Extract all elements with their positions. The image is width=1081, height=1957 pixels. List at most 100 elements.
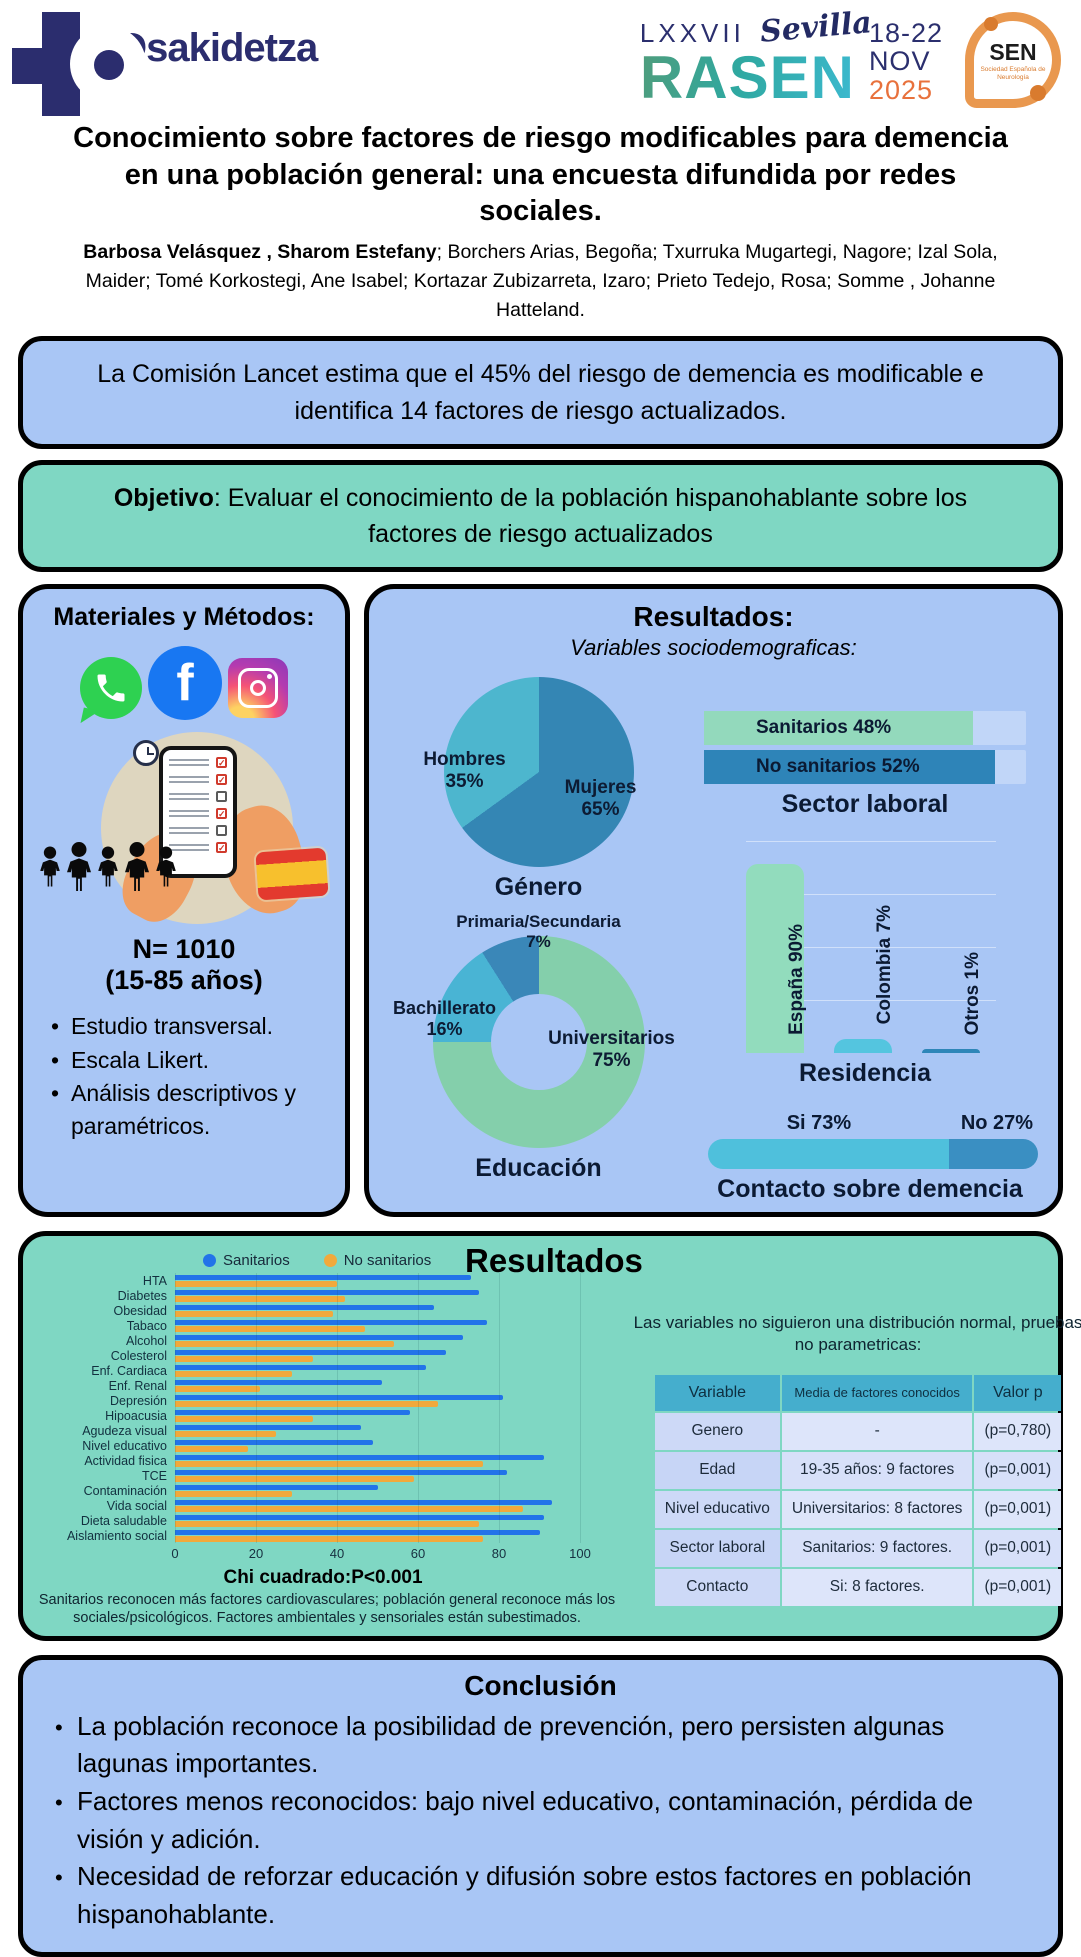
data-bar (175, 1476, 414, 1483)
poster-title: Conocimiento sobre factores de riesgo mo… (73, 122, 1008, 228)
rasen-congress-logo: LXXVII RASEN Sevilla 18-22 NOV 2025 (639, 5, 943, 111)
nonparametric-note: Las variables no siguieron una distribuc… (633, 1313, 1081, 1355)
chart-x-axis: 0 20 40 60 80 100 (171, 1543, 590, 1563)
axis-tick-label: 60 (410, 1546, 426, 1562)
category-label: Depresión (110, 1393, 167, 1408)
data-bar (175, 1356, 313, 1363)
data-bar (175, 1394, 504, 1401)
category-label: Actividad fisica (84, 1453, 167, 1468)
data-bar (175, 1341, 394, 1348)
conclusion-bullet: Necesidad de reforzar educación y difusi… (49, 1858, 1032, 1933)
axis-tick-label: 80 (491, 1546, 507, 1562)
contact-segment (708, 1139, 949, 1170)
instagram-icon (228, 658, 288, 719)
residence-bar-label: Otros 1% (962, 951, 983, 1036)
education-donut-chart: Primaria/Secundaria 7% Bachillerato 16% Un… (393, 912, 679, 1183)
gender-pie-chart: Hombres 35% Mujeres 65% Género (404, 677, 674, 902)
table-cell: - (781, 1412, 973, 1450)
table-row: Nivel educativo Universitarios: 8 factore… (654, 1490, 1062, 1528)
chart-legend: Sanitarios No sanitarios (203, 1252, 610, 1269)
chart-row: Depresión (35, 1393, 610, 1408)
donut-label-universitarios: Universitarios 75% (548, 1028, 675, 1072)
people-group-icon (37, 842, 179, 892)
residence-bar-column: Colombia 7% (834, 841, 895, 1054)
table-cell: Sector laboral (654, 1529, 780, 1567)
sector-bar: No sanitarios 52% (704, 750, 996, 785)
axis-tick-label: 0 (171, 1546, 179, 1562)
residence-bar-label: Colombia 7% (874, 905, 895, 1025)
category-label: Alcohol (126, 1333, 167, 1348)
data-bar (175, 1326, 366, 1333)
chart-row: Obesidad (35, 1303, 610, 1318)
osakidetza-wordmark: Osakidetza (116, 26, 318, 70)
congress-month: NOV (868, 46, 931, 77)
gender-chart-title: Género (494, 873, 583, 902)
table-row: Edad 19-35 años: 9 factores (p=0,001) (654, 1451, 1062, 1489)
sector-bar-chart: Sanitarios 48% No sanitarios 52% Sector l… (700, 711, 1040, 819)
category-label: Diabetes (117, 1288, 167, 1303)
sector-bar: Sanitarios 48% (704, 711, 973, 746)
data-bar (175, 1401, 439, 1408)
category-label: Colesterol (110, 1348, 167, 1363)
table-cell: (p=0,001) (974, 1490, 1062, 1528)
category-label: Obesidad (113, 1303, 167, 1318)
age-range: (15-85 años) (105, 965, 263, 996)
conclusion-bullet: La población reconoce la posibilidad de … (49, 1708, 1032, 1783)
chart-row: Alcohol (35, 1333, 610, 1348)
table-cell: (p=0,001) (974, 1529, 1062, 1567)
legend-dot-icon (323, 1254, 337, 1268)
data-bar (175, 1371, 293, 1378)
table-row: Genero - (p=0,780) (654, 1412, 1062, 1450)
data-bar (175, 1409, 410, 1416)
chi-square-result: Chi cuadrado:P<0.001 (223, 1567, 423, 1589)
data-bar (175, 1529, 540, 1536)
clock-icon (133, 740, 159, 767)
stats-column: Las variables no siguieron una distribuc… (610, 1246, 1081, 1627)
chart-row: Diabetes (35, 1288, 610, 1303)
table-header: Valor p (974, 1374, 1062, 1411)
methods-bullet: Estudio transversal. (47, 1010, 327, 1044)
sample-size: N= 1010 (132, 934, 236, 965)
data-bar (175, 1439, 374, 1446)
residence-bar-column: Otros 1% (922, 841, 983, 1054)
residence-bar-label: España 90% (786, 924, 807, 1036)
axis-tick-label: 100 (569, 1546, 591, 1562)
methods-panel: Materiales y Métodos: f ✓ ✓ (18, 584, 350, 1218)
data-bar (175, 1364, 427, 1371)
contact-labels: Si 73% No 27% (786, 1112, 1034, 1135)
residence-bar (746, 864, 804, 1054)
header: Osakidetza LXXVII RASEN Sevilla 18-22 NO… (0, 0, 1081, 116)
data-bar (175, 1379, 382, 1386)
sector-chart-title: Sector laboral (781, 790, 949, 819)
contact-chart-title: Contacto sobre demencia (717, 1175, 1023, 1204)
chart-row: TCE (35, 1468, 610, 1483)
data-bar (175, 1289, 479, 1296)
legend-dot-icon (203, 1254, 216, 1268)
methods-title: Materiales y Métodos: (53, 603, 315, 632)
table-cell: 19-35 años: 9 factores (781, 1451, 973, 1489)
data-bar (175, 1274, 471, 1281)
donut-label-bachillerato: Bachillerato 16% (392, 998, 497, 1040)
data-bar (175, 1536, 483, 1543)
table-cell: Si: 8 factores. (781, 1568, 973, 1606)
legend-item: No sanitarios (323, 1252, 431, 1269)
data-bar (175, 1514, 544, 1521)
chart-row: Dieta saludable (35, 1513, 610, 1528)
conclusion-bullet-list: La población reconoce la posibilidad de … (49, 1708, 1032, 1934)
congress-city: Sevilla (758, 5, 874, 50)
education-chart-title: Educación (475, 1154, 602, 1183)
table-header: Variable (654, 1374, 780, 1411)
chart-row: Contaminación (35, 1483, 610, 1498)
data-bar (175, 1491, 293, 1498)
legend-item: Sanitarios (203, 1252, 290, 1269)
conclusion-panel: Conclusión La población reconoce la posi… (18, 1654, 1063, 1957)
knowledge-chart: Sanitarios No sanitarios HTA Diabetes Obesi… (35, 1246, 615, 1627)
residence-bar-chart: España 90% Colombia 7% Otros 1% Residencia (700, 841, 1040, 1088)
sector-bar-track: Sanitarios 48% (704, 711, 1026, 746)
contact-stacked-chart: Si 73% No 27% Contacto sobre demencia (700, 1112, 1040, 1204)
results-caption: Sanitarios reconocen más factores cardio… (38, 1592, 616, 1627)
congress-name: RASEN (639, 44, 855, 111)
table-cell: Genero (654, 1412, 780, 1450)
conclusion-bullet: Factores menos reconocidos: bajo nivel e… (49, 1783, 1032, 1858)
congress-roman-numeral: LXXVII (639, 18, 745, 48)
